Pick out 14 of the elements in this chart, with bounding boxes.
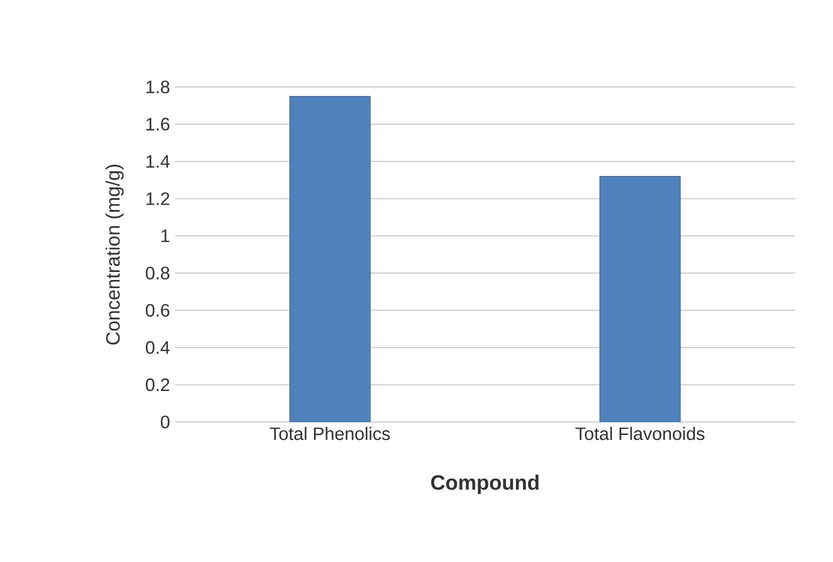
y-tick-label: 1 (162, 230, 170, 242)
y-tick-label: 0.6 (146, 304, 170, 317)
y-tick-label: 1.2 (146, 192, 170, 205)
y-tick-label: 0.2 (146, 378, 170, 392)
x-axis-title: Compound (431, 474, 538, 494)
y-tick-label: 0.4 (146, 341, 170, 354)
y-tick-label: 1.8 (146, 80, 170, 94)
x-tick-label: Total Phenolics (270, 426, 390, 440)
y-tick-label: 0.8 (146, 266, 170, 280)
y-axis-title: Concentration (mg/g) (106, 164, 124, 344)
y-tick-label: 1.4 (146, 155, 170, 168)
y-tick-label: 0 (160, 416, 170, 428)
x-tick-label: Total Flavonoids (576, 426, 704, 440)
y-tick-label: 1.6 (146, 118, 170, 131)
